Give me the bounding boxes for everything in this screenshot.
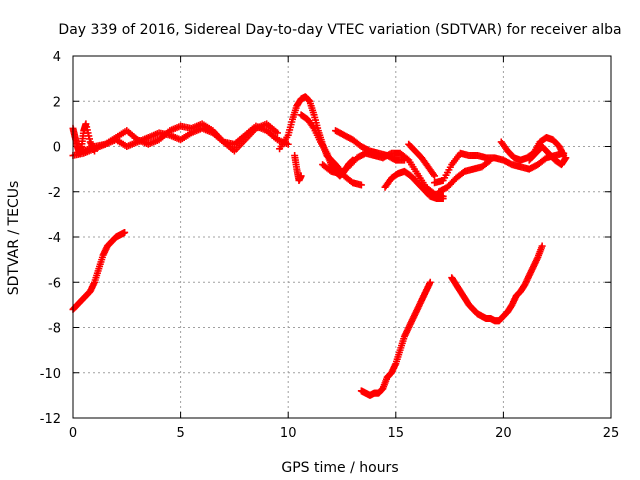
x-tick-label: 10 <box>280 426 297 441</box>
series-track-o <box>525 143 570 169</box>
y-tick-label: 4 <box>53 50 61 65</box>
data-point <box>562 154 570 162</box>
data-point <box>309 123 317 131</box>
series-track-q <box>448 242 546 325</box>
x-tick-label: 5 <box>176 426 184 441</box>
data-point <box>486 156 494 164</box>
series-track-d <box>80 120 281 155</box>
data-point <box>357 181 365 189</box>
y-tick-label: -6 <box>48 276 61 291</box>
data-point <box>538 242 546 250</box>
series-track-a <box>69 228 129 313</box>
chart-title: Day 339 of 2016, Sidereal Day-to-day VTE… <box>58 22 621 38</box>
axis-ticks: 0 5 10 15 20 25 -12 -10 -8 -6 -4 -2 0 2 4 <box>40 50 620 441</box>
series-track-i <box>332 127 408 164</box>
x-tick-label: 15 <box>388 426 405 441</box>
data-point <box>297 172 305 180</box>
data-point <box>431 172 439 180</box>
data-points <box>69 93 570 399</box>
y-tick-label: -12 <box>40 412 61 427</box>
series-track-k <box>405 140 439 180</box>
y-tick-label: 2 <box>53 95 61 110</box>
data-point <box>485 157 493 165</box>
series-track-f <box>291 152 305 184</box>
x-tick-label: 20 <box>495 426 512 441</box>
grid <box>73 56 611 418</box>
y-tick-label: -10 <box>40 367 61 382</box>
x-tick-label: 25 <box>603 426 620 441</box>
y-tick-label: 0 <box>53 141 61 156</box>
series-track-p <box>357 278 434 399</box>
plot-frame <box>72 55 612 419</box>
y-tick-label: -4 <box>48 231 61 246</box>
x-tick-label: 0 <box>69 426 77 441</box>
data-point <box>439 195 447 203</box>
data-point <box>429 170 437 178</box>
data-point <box>121 228 129 236</box>
y-axis-label: SDTVAR / TECUs <box>6 181 22 296</box>
y-tick-label: -2 <box>48 186 61 201</box>
y-tick-label: -8 <box>48 322 61 337</box>
data-point <box>273 129 281 137</box>
series-track-m <box>435 156 494 196</box>
series-track-j <box>381 167 447 203</box>
data-point <box>426 278 434 286</box>
data-point <box>400 156 408 164</box>
x-axis-label: GPS time / hours <box>281 460 398 476</box>
